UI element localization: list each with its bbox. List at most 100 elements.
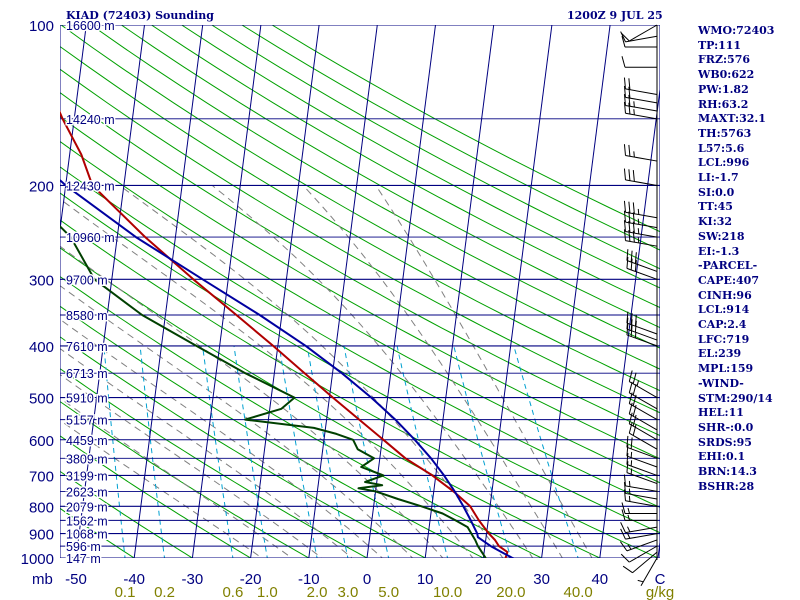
barb-flag (620, 522, 626, 533)
pressure-tick-label: 700 (29, 468, 54, 485)
moist-adiabat (60, 318, 384, 558)
indices-panel: WMO:72403 TP:111 FRZ:576 WB0:622 PW:1.82 RH:6… (698, 24, 774, 495)
pressure-tick-label: 1000 (21, 551, 54, 568)
wind-barb (626, 453, 658, 476)
index-item: CINH:96 (698, 288, 752, 302)
barb-flag (621, 56, 626, 68)
index-item: LI:-1.7 (698, 171, 739, 185)
wind-barb (637, 557, 658, 586)
isotherm (0, 13, 30, 569)
height-label: 3809 m (66, 452, 108, 466)
barb-staff (626, 267, 658, 280)
barb-flag (622, 565, 633, 574)
dry-adiabat (181, 25, 660, 289)
barb-flag (623, 77, 626, 89)
barb-staff (625, 500, 658, 507)
index-item: FRZ:576 (698, 53, 751, 67)
index-item: EHI:0.1 (698, 450, 746, 464)
wind-barb (621, 509, 657, 521)
barb-flag (628, 78, 631, 90)
wind-barb (623, 200, 658, 219)
index-item: SHR-:0.0 (698, 420, 754, 434)
index-item: EL:239 (698, 347, 742, 361)
height-label: 596 m (66, 540, 101, 554)
barb-staff (625, 492, 658, 500)
dry-adiabat (90, 25, 660, 349)
dry-adiabat (60, 305, 485, 558)
mixing-ratio-unit-label: g/kg (646, 584, 674, 600)
barb-staff (625, 88, 658, 95)
mixing-ratio-tick-label: 5.0 (378, 584, 399, 600)
moist-adiabat (60, 373, 323, 558)
barb-flag (628, 381, 633, 393)
wind-barb (623, 482, 658, 500)
barb-flag (632, 372, 637, 384)
index-item: CAPE:407 (698, 273, 759, 287)
barb-half-flag (637, 228, 640, 234)
mixing-ratio-tick-label: 10.0 (433, 584, 462, 600)
index-item: RH:63.2 (698, 97, 749, 111)
wind-barb (626, 311, 658, 335)
valid-time-title: 1200Z 9 JUL 25 (567, 9, 663, 22)
barb-staff (625, 526, 658, 534)
barb-half-flag (628, 488, 631, 495)
pressure-tick-label: 600 (29, 433, 54, 450)
barb-staff (625, 231, 658, 238)
barb-half-flag (627, 533, 631, 539)
height-label: 1068 m (66, 528, 108, 542)
barb-flag (628, 201, 631, 214)
moist-adiabat (60, 347, 353, 558)
barb-staff (629, 381, 658, 398)
temperature-tick-label: -10 (298, 571, 320, 588)
mixing-ratio-tick-label: 40.0 (564, 584, 593, 600)
mixing-ratio-tick-label: 0.6 (222, 584, 243, 600)
index-item: TT:45 (698, 200, 733, 214)
barb-flag (623, 489, 626, 501)
barb-flag (626, 311, 629, 324)
isotherm (250, 25, 320, 558)
height-label: 147 m (66, 552, 101, 566)
wind-barb (628, 381, 658, 410)
barb-flag (632, 414, 637, 427)
dry-adiabats (60, 25, 660, 558)
barb-flag (623, 229, 626, 241)
barb-flag (634, 252, 637, 264)
mixing-ratio-tick-label: 2.0 (307, 584, 328, 600)
dry-adiabat (121, 25, 660, 329)
index-item: -PARCEL- (698, 259, 758, 273)
height-label: 10960 m (66, 231, 115, 245)
barb-staff (626, 334, 658, 347)
pressure-tick-label: 900 (29, 527, 54, 544)
temperature-tick-label: 40 (591, 571, 608, 588)
temperature-trace (60, 110, 509, 558)
moist-adiabat (60, 245, 444, 558)
barb-staff (625, 533, 658, 540)
wind-barb (623, 229, 658, 247)
wind-barb (623, 489, 658, 507)
barb-staff (625, 211, 658, 219)
index-item: SRDS:95 (698, 435, 752, 449)
height-label: 2079 m (66, 500, 108, 514)
height-label: 5157 m (66, 414, 108, 428)
barb-staff (626, 464, 658, 476)
mixing-ratio-tick-label: 0.2 (154, 584, 175, 600)
index-item: KI:32 (698, 215, 733, 229)
barb-staff (626, 539, 658, 552)
index-item: EI:-1.3 (698, 244, 740, 258)
barb-flag (623, 200, 626, 213)
wind-barb (620, 522, 658, 534)
mixing-ratio-lines (103, 345, 579, 558)
barb-staff (629, 24, 658, 42)
dry-adiabat (60, 368, 369, 558)
index-item: PW:1.82 (698, 82, 749, 96)
dry-adiabat (60, 435, 252, 558)
barb-flag (630, 250, 633, 263)
temperature-tick-label: 0 (363, 571, 371, 588)
barb-flag (628, 422, 633, 434)
barb-half-flag (636, 380, 640, 387)
barb-staff (629, 545, 658, 563)
barb-flag (628, 211, 631, 223)
barb-flag (628, 412, 633, 424)
dry-adiabat (151, 25, 660, 309)
